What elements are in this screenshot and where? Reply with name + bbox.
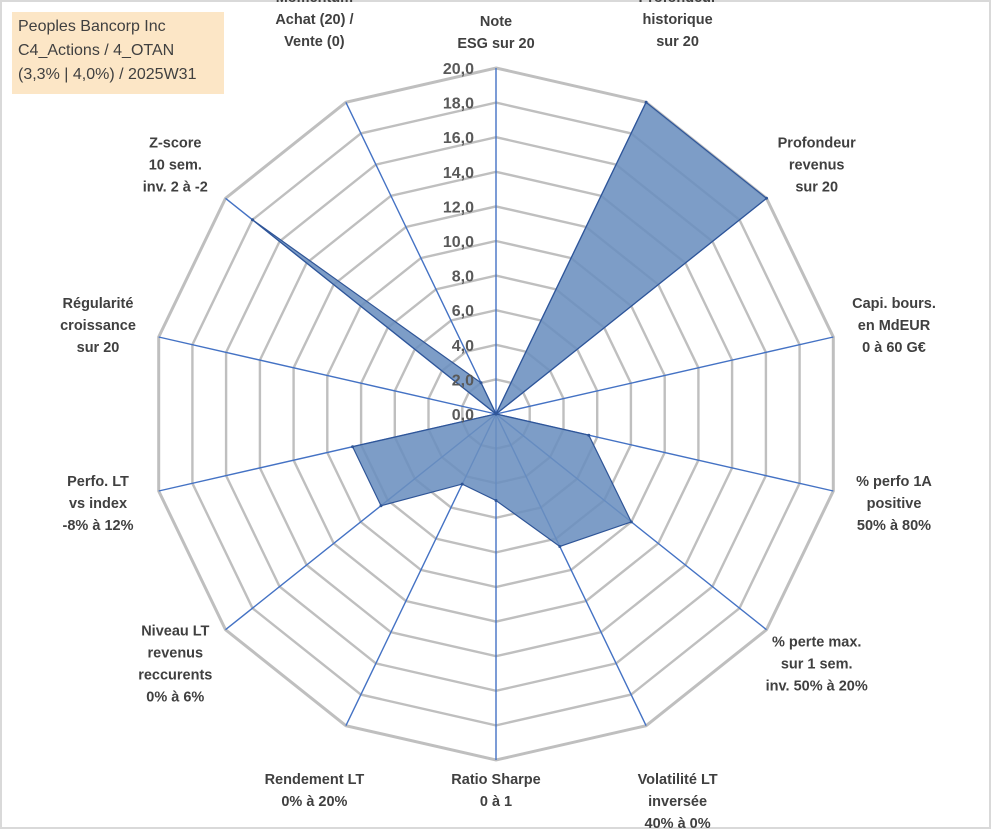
axis-label-1: Profondeur historique sur 20 xyxy=(639,0,717,50)
info-box: Peoples Bancorp Inc C4_Actions / 4_OTAN … xyxy=(12,12,224,94)
axis-spoke xyxy=(495,336,834,415)
tick-label: 10,0 xyxy=(443,234,474,251)
axis-label-line: inv. 2 à -2 xyxy=(143,180,208,196)
axis-label-4: % perfo 1A positive 50% à 80% xyxy=(856,474,932,534)
axis-label-line: 50% à 80% xyxy=(857,518,931,534)
data-point xyxy=(460,482,464,486)
axis-label-line: Achat (20) / xyxy=(275,12,353,28)
tick-label: 8,0 xyxy=(452,269,474,286)
axis-label-line: en MdEUR xyxy=(858,318,931,334)
axis-label-line: Rendement LT xyxy=(265,772,365,788)
axis-label-line: inversée xyxy=(648,794,707,810)
data-point xyxy=(644,100,648,104)
axis-label-line: Régularité xyxy=(63,296,134,312)
axis-label-12: Z-score 10 sem. inv. 2 à -2 xyxy=(143,136,208,196)
axis-label-13: Momentum Achat (20) / Vente (0) xyxy=(275,0,353,50)
axis-label-line: Profondeur xyxy=(778,136,856,152)
axis-label-5: % perte max. sur 1 sem. inv. 50% à 20% xyxy=(766,634,868,694)
axis-label-line: Ratio Sharpe xyxy=(451,772,540,788)
axis-label-line: sur 20 xyxy=(795,180,838,196)
tick-label: 4,0 xyxy=(452,338,474,355)
axis-label-line: 0 à 1 xyxy=(480,794,512,810)
axis-label-2: Profondeur revenus sur 20 xyxy=(778,136,856,196)
data-point xyxy=(494,412,498,416)
axis-label-line: Volatilité LT xyxy=(638,772,718,788)
data-point xyxy=(379,504,383,508)
axis-label-3: Capi. bours. en MdEUR 0 à 60 G€ xyxy=(852,296,936,356)
axis-label-line: 0% à 20% xyxy=(281,794,347,810)
tick-label: 16,0 xyxy=(443,130,474,147)
data-point xyxy=(629,520,633,524)
tick-label: 12,0 xyxy=(443,199,474,216)
axis-label-line: Note xyxy=(480,14,512,30)
data-point xyxy=(494,499,498,502)
axis-label-line: croissance xyxy=(60,318,136,334)
axis-label-line: Profondeur xyxy=(639,0,717,6)
axis-label-line: revenus xyxy=(147,645,203,661)
axis-labels: Note ESG sur 20 Profondeur historique sur 20… xyxy=(60,0,936,829)
data-point xyxy=(479,381,483,385)
axis-label-11: Régularité croissance sur 20 xyxy=(60,296,136,356)
data-point xyxy=(587,433,591,437)
data-point xyxy=(351,445,355,449)
axis-label-line: sur 20 xyxy=(77,340,120,356)
axis-label-line: sur 20 xyxy=(656,34,699,50)
axis-label-8: Rendement LT 0% à 20% xyxy=(265,772,365,810)
axis-label-line: sur 1 sem. xyxy=(781,656,853,672)
axis-label-line: -8% à 12% xyxy=(63,518,134,534)
radial-tick-labels: 0,0 2,0 4,0 6,0 8,0 10,0 12,0 14,0 16,0 18,0 20,0 xyxy=(443,61,474,424)
axis-label-line: revenus xyxy=(789,158,845,174)
axis-label-6: Volatilité LT inversée 40% à 0% xyxy=(638,772,718,829)
axis-label-line: Perfo. LT xyxy=(67,474,129,490)
axis-label-line: reccurents xyxy=(138,667,212,683)
axis-label-line: ESG sur 20 xyxy=(457,36,534,52)
axis-label-line: Capi. bours. xyxy=(852,296,936,312)
tick-label: 18,0 xyxy=(443,96,474,113)
axis-label-line: % perfo 1A xyxy=(856,474,932,490)
axis-label-7: Ratio Sharpe 0 à 1 xyxy=(451,772,540,810)
axis-label-line: positive xyxy=(867,496,922,512)
axis-label-line: 0% à 6% xyxy=(146,689,204,705)
axis-label-10: Perfo. LT vs index -8% à 12% xyxy=(63,474,134,534)
axis-label-line: 40% à 0% xyxy=(645,816,711,829)
axis-label-line: historique xyxy=(643,12,713,28)
tick-label: 0,0 xyxy=(452,407,474,424)
data-point xyxy=(558,545,562,548)
radar-series xyxy=(251,100,768,548)
data-point xyxy=(251,218,254,222)
axis-label-line: Z-score xyxy=(149,136,201,152)
axis-spoke xyxy=(158,336,497,415)
axis-label-line: vs index xyxy=(69,496,127,512)
axis-label-0: Note ESG sur 20 xyxy=(457,14,534,52)
axis-label-line: Niveau LT xyxy=(141,623,209,639)
period-info: (3,3% | 4,0%) / 2025W31 xyxy=(18,66,197,83)
tick-label: 2,0 xyxy=(452,372,474,389)
data-point xyxy=(765,196,768,200)
tick-label: 14,0 xyxy=(443,165,474,182)
axis-label-line: 0 à 60 G€ xyxy=(862,340,926,356)
axis-label-line: inv. 50% à 20% xyxy=(766,678,868,694)
axis-label-line: Vente (0) xyxy=(284,34,345,50)
tick-label: 20,0 xyxy=(443,61,474,78)
axis-label-line: 10 sem. xyxy=(149,158,202,174)
axis-label-line: Momentum xyxy=(276,0,353,6)
axis-label-9: Niveau LT revenus reccurents 0% à 6% xyxy=(138,623,212,705)
category-code: C4_Actions / 4_OTAN xyxy=(18,42,175,59)
axis-label-line: % perte max. xyxy=(772,634,861,650)
axis-spoke xyxy=(345,101,497,415)
tick-label: 6,0 xyxy=(452,303,474,320)
company-name: Peoples Bancorp Inc xyxy=(18,18,166,35)
